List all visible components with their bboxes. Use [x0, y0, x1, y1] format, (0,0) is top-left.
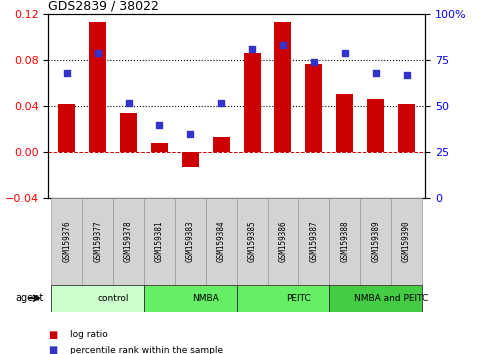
Text: GSM159378: GSM159378: [124, 221, 133, 262]
Bar: [243, 53, 261, 152]
Bar: [360, 198, 391, 285]
Bar: [206, 198, 237, 285]
Point: [156, 122, 163, 127]
Bar: [237, 198, 268, 285]
Bar: [237, 285, 329, 312]
Bar: [82, 198, 113, 285]
Bar: [329, 285, 422, 312]
Bar: [336, 93, 353, 152]
Bar: [144, 285, 237, 312]
Point: [372, 70, 380, 76]
Point: [310, 59, 318, 65]
Text: GSM159377: GSM159377: [93, 221, 102, 262]
Text: GSM159385: GSM159385: [248, 221, 256, 262]
Bar: [391, 198, 422, 285]
Bar: [268, 198, 298, 285]
Point: [217, 100, 225, 105]
Bar: [51, 198, 82, 285]
Text: ■: ■: [48, 346, 57, 354]
Text: GSM159376: GSM159376: [62, 221, 71, 262]
Point: [186, 131, 194, 137]
Text: GSM159384: GSM159384: [217, 221, 226, 262]
Bar: [89, 22, 106, 152]
Bar: [120, 113, 137, 152]
Bar: [144, 198, 175, 285]
Point: [125, 100, 132, 105]
Bar: [274, 22, 291, 152]
Bar: [175, 198, 206, 285]
Bar: [58, 104, 75, 152]
Point: [94, 50, 101, 56]
Text: NMBA and PEITC: NMBA and PEITC: [354, 294, 428, 303]
Text: GSM159387: GSM159387: [310, 221, 318, 262]
Point: [63, 70, 71, 76]
Bar: [113, 198, 144, 285]
Text: ■: ■: [48, 330, 57, 339]
Text: GDS2839 / 38022: GDS2839 / 38022: [48, 0, 159, 13]
Text: GSM159388: GSM159388: [340, 221, 349, 262]
Bar: [305, 64, 322, 152]
Bar: [182, 152, 199, 167]
Point: [341, 50, 349, 56]
Bar: [398, 104, 415, 152]
Bar: [51, 285, 144, 312]
Point: [279, 42, 287, 48]
Bar: [151, 143, 168, 152]
Text: agent: agent: [15, 293, 43, 303]
Text: PEITC: PEITC: [286, 294, 311, 303]
Text: GSM159390: GSM159390: [402, 221, 411, 262]
Text: control: control: [98, 294, 129, 303]
Bar: [329, 198, 360, 285]
Bar: [213, 137, 230, 152]
Point: [403, 72, 411, 78]
Text: GSM159389: GSM159389: [371, 221, 380, 262]
Text: GSM159383: GSM159383: [186, 221, 195, 262]
Bar: [298, 198, 329, 285]
Text: percentile rank within the sample: percentile rank within the sample: [70, 346, 223, 354]
Text: GSM159381: GSM159381: [155, 221, 164, 262]
Text: GSM159386: GSM159386: [279, 221, 287, 262]
Point: [248, 46, 256, 52]
Bar: [367, 99, 384, 152]
Text: log ratio: log ratio: [70, 330, 108, 339]
Text: NMBA: NMBA: [192, 294, 219, 303]
